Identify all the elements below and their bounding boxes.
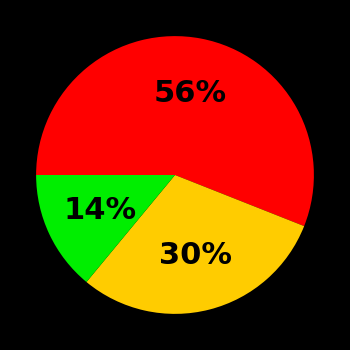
Wedge shape: [36, 175, 175, 282]
Text: 30%: 30%: [159, 241, 232, 270]
Text: 14%: 14%: [63, 196, 136, 225]
Text: 56%: 56%: [154, 79, 227, 108]
Wedge shape: [86, 175, 304, 314]
Wedge shape: [36, 36, 314, 226]
